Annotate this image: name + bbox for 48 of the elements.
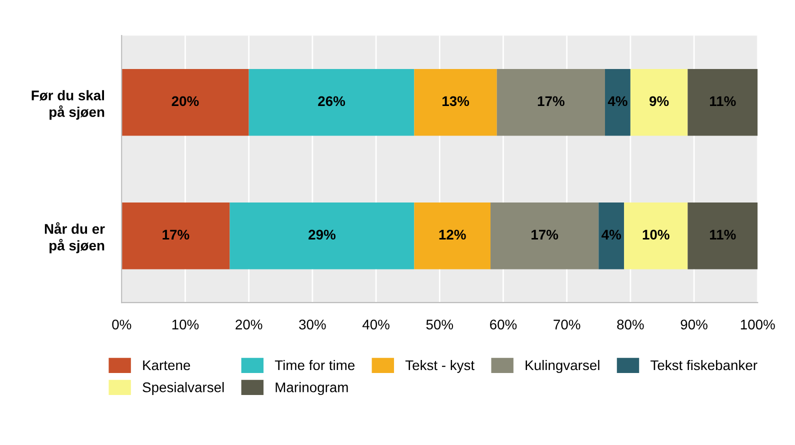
x-tick-label: 70% <box>554 320 580 330</box>
data-label: 11% <box>710 96 736 106</box>
x-tick-label: 90% <box>680 320 708 330</box>
bar <box>122 68 249 136</box>
legend-label: Kartene <box>143 360 190 370</box>
bar <box>630 68 688 136</box>
data-label: 12% <box>439 230 466 240</box>
data-label: 11% <box>710 230 736 240</box>
x-tick-label: 100% <box>740 320 775 330</box>
bar <box>414 68 497 136</box>
x-tick-label: 30% <box>299 320 326 330</box>
data-label: 17% <box>538 96 564 106</box>
bar <box>688 202 758 270</box>
bar <box>624 202 688 270</box>
bar <box>248 68 414 136</box>
bar <box>604 68 630 136</box>
data-label: 4% <box>608 96 628 106</box>
bar <box>122 202 230 270</box>
x-tick-label: 80% <box>617 320 644 330</box>
data-label: 26% <box>318 96 346 106</box>
legend-label: Kulingvarsel <box>526 360 600 373</box>
data-label: 29% <box>308 230 336 240</box>
data-label: 4% <box>602 230 622 240</box>
data-label: 20% <box>172 96 199 106</box>
data-label: 17% <box>162 230 190 240</box>
y-tick-label: Før du skal på sjøen <box>32 90 104 120</box>
legend-label: Spesialvarsel <box>142 382 224 396</box>
data-label: 13% <box>442 96 470 106</box>
x-tick-label: 60% <box>490 320 517 330</box>
data-label: 10% <box>642 230 670 240</box>
data-label: 17% <box>532 230 558 240</box>
bar <box>414 202 491 270</box>
x-tick-label: 20% <box>236 320 262 330</box>
bar <box>688 68 758 136</box>
bar <box>490 202 599 270</box>
legend-label: Time for time <box>274 360 355 370</box>
x-tick-label: 0% <box>112 320 132 330</box>
x-tick-label: 50% <box>426 320 454 330</box>
y-tick-label: Når du er på sjøen <box>44 222 105 254</box>
x-tick-label: 10% <box>172 320 199 330</box>
legend-label: Tekst fiskebanker <box>650 360 758 370</box>
bar <box>230 202 414 270</box>
x-tick-label: 40% <box>362 320 390 330</box>
legend-label: Marinogram <box>276 382 348 396</box>
data-label: 9% <box>650 96 669 106</box>
legend-label: Tekst - kyst <box>405 360 474 373</box>
bar <box>598 202 624 270</box>
bar <box>496 68 605 136</box>
